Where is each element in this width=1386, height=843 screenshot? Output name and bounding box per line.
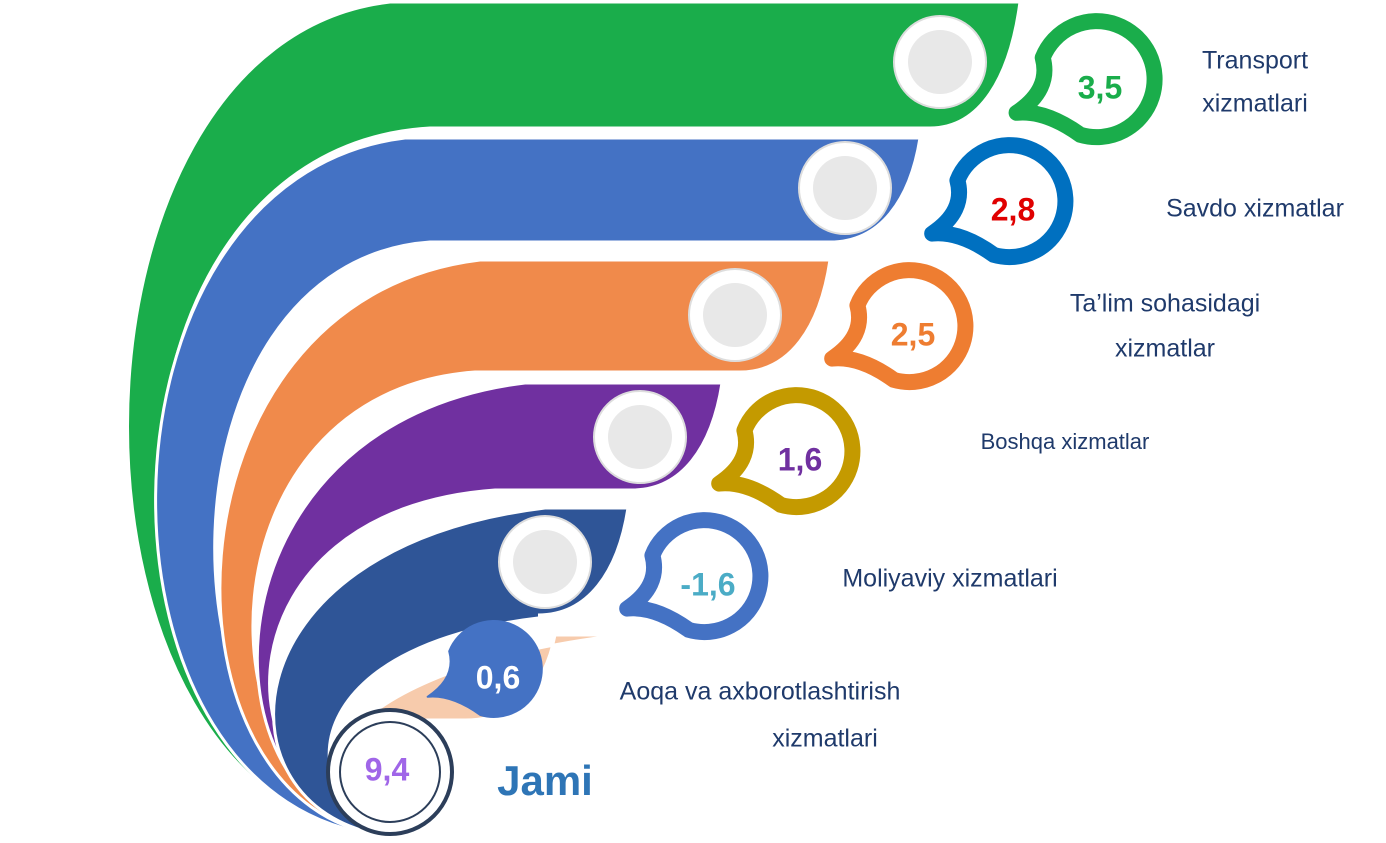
label: Transport [1202,47,1308,75]
icon-inner [513,530,577,594]
infographic: 3,5 Transport xizmatlari 2,8 Savdo xizmatlar… [0,0,1386,843]
icon-inner [608,405,672,469]
value: 0,6 [476,659,520,695]
icon-inner [813,156,877,220]
label: xizmatlari [1202,90,1308,118]
label: Moliyaviy xizmatlari [842,565,1057,593]
label: xizmatlar [1115,335,1215,363]
value: 3,5 [1078,69,1122,105]
label: Savdo xizmatlar [1166,195,1344,223]
icon-inner [703,283,767,347]
value: 2,8 [991,191,1035,227]
label: xizmatlari [772,725,878,753]
value: 2,5 [891,316,935,352]
total-label: Jami [497,757,593,804]
value: -1,6 [680,566,735,602]
total-value: 9,4 [365,751,410,787]
value: 1,6 [778,441,822,477]
icon-inner [908,30,972,94]
label: Boshqa xizmatlar [981,429,1150,454]
label: Aoqa va axborotlashtirish [620,678,901,706]
label: Ta’lim sohasidagi [1070,290,1260,318]
